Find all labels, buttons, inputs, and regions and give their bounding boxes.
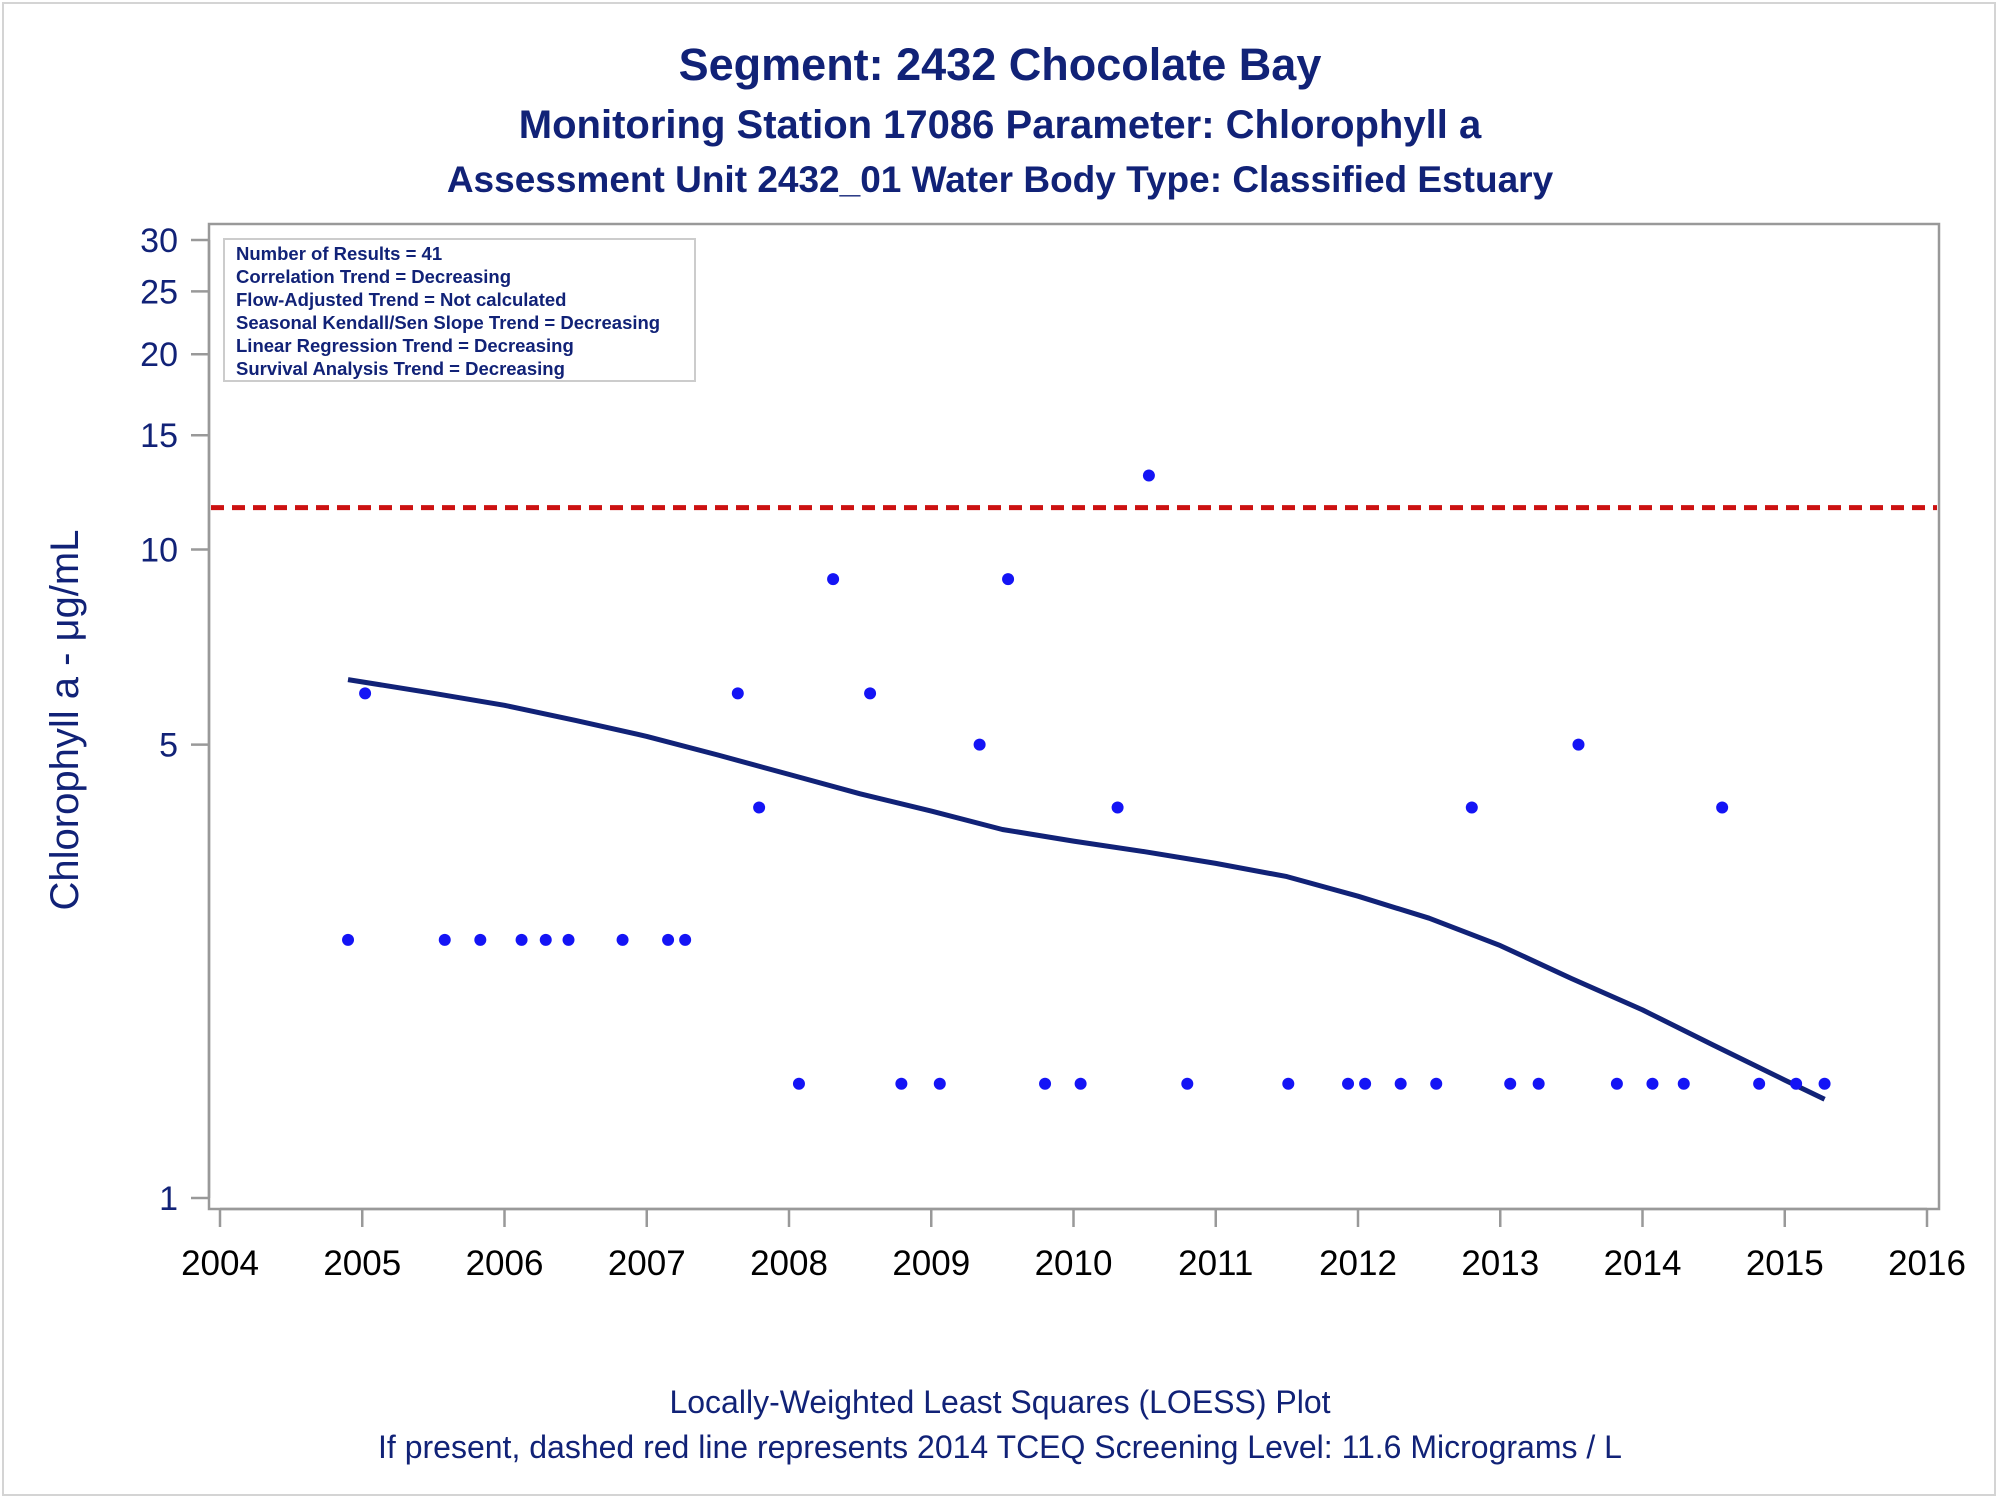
- data-points: [342, 243, 1831, 1090]
- data-point: [973, 738, 986, 751]
- data-point: [1430, 1077, 1443, 1090]
- y-tick-label: 15: [140, 417, 178, 455]
- y-tick-label: 30: [140, 222, 178, 260]
- data-point: [1532, 1077, 1545, 1090]
- stats-line: Flow-Adjusted Trend = Not calculated: [236, 289, 566, 310]
- data-point: [474, 933, 487, 946]
- x-tick-label: 2007: [608, 1244, 686, 1283]
- data-point: [1504, 1077, 1517, 1090]
- data-point: [1677, 1077, 1690, 1090]
- data-point: [1572, 738, 1585, 751]
- footnote-screening: If present, dashed red line represents 2…: [378, 1429, 1622, 1465]
- y-tick-label: 1: [159, 1180, 178, 1218]
- data-point: [616, 933, 629, 946]
- data-point: [792, 1077, 805, 1090]
- data-point: [1342, 1077, 1355, 1090]
- chart-title: Segment: 2432 Chocolate Bay: [679, 39, 1322, 90]
- x-tick-label: 2009: [892, 1244, 970, 1283]
- x-tick-label: 2005: [323, 1244, 401, 1283]
- data-point: [562, 933, 575, 946]
- x-tick-label: 2004: [181, 1244, 259, 1283]
- data-point: [1610, 1077, 1623, 1090]
- data-point: [1790, 1077, 1803, 1090]
- x-axis: 2004 2005 2006 2007 2008 2009 2010 2011 2012 2013…: [181, 1207, 1966, 1283]
- x-tick-label: 2014: [1604, 1244, 1682, 1283]
- data-point: [438, 933, 451, 946]
- data-point: [342, 933, 355, 946]
- data-point: [1181, 1077, 1194, 1090]
- data-point: [539, 933, 552, 946]
- data-point: [679, 933, 692, 946]
- data-point: [731, 687, 744, 700]
- data-point: [1646, 1077, 1659, 1090]
- data-point: [1282, 1077, 1295, 1090]
- stats-line: Survival Analysis Trend = Decreasing: [236, 358, 565, 379]
- data-point: [359, 687, 372, 700]
- x-tick-label: 2012: [1319, 1244, 1397, 1283]
- data-point: [1818, 1077, 1831, 1090]
- y-tick-label: 25: [140, 273, 178, 311]
- stats-line: Linear Regression Trend = Decreasing: [236, 335, 574, 356]
- x-tick-label: 2006: [466, 1244, 544, 1283]
- data-point: [1716, 801, 1729, 814]
- y-tick-label: 5: [159, 727, 178, 765]
- data-point: [1359, 1077, 1372, 1090]
- stats-box: [223, 238, 696, 382]
- data-point: [1039, 1077, 1052, 1090]
- x-tick-label: 2016: [1888, 1244, 1966, 1283]
- data-point: [1465, 801, 1478, 814]
- data-point: [1394, 1077, 1407, 1090]
- data-point: [1111, 801, 1124, 814]
- x-tick-label: 2013: [1461, 1244, 1539, 1283]
- y-tick-label: 20: [140, 336, 178, 374]
- data-point: [933, 1077, 946, 1090]
- data-point: [753, 801, 766, 814]
- data-point: [1074, 1077, 1087, 1090]
- stats-line: Number of Results = 41: [236, 243, 442, 264]
- y-axis-label: Chlorophyll a - μg/mL: [43, 530, 87, 911]
- data-point: [895, 1077, 908, 1090]
- data-point: [1142, 469, 1155, 482]
- stats-line: Seasonal Kendall/Sen Slope Trend = Decre…: [236, 312, 660, 333]
- data-point: [662, 933, 675, 946]
- x-tick-label: 2011: [1178, 1244, 1253, 1283]
- loess-curve: [347, 677, 1826, 1102]
- data-point: [827, 573, 840, 586]
- data-point: [1002, 573, 1015, 586]
- data-point: [515, 933, 528, 946]
- footnote-loess: Locally-Weighted Least Squares (LOESS) P…: [669, 1384, 1330, 1420]
- data-point: [864, 687, 877, 700]
- chart-subtitle-station: Monitoring Station 17086 Parameter: Chlo…: [519, 103, 1482, 147]
- x-tick-label: 2008: [750, 1244, 828, 1283]
- y-tick-label: 10: [140, 531, 178, 569]
- chart-subtitle-assessment: Assessment Unit 2432_01 Water Body Type:…: [447, 159, 1554, 200]
- x-tick-label: 2015: [1746, 1244, 1824, 1283]
- data-point: [1753, 1077, 1766, 1090]
- x-tick-label: 2010: [1035, 1244, 1113, 1283]
- stats-line: Correlation Trend = Decreasing: [236, 266, 511, 287]
